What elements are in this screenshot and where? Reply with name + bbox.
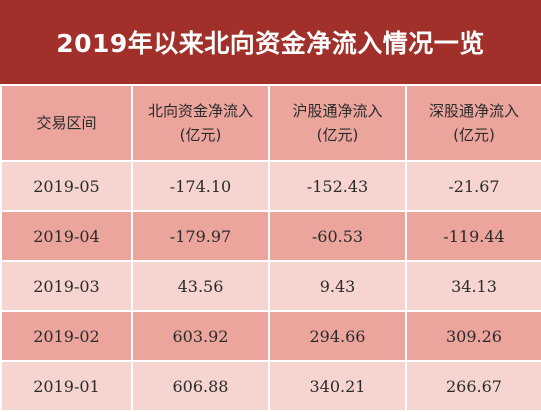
header-shanghai-connect: 沪股通净流入 (亿元)	[268, 84, 407, 162]
header-northbound: 北向资金净流入 (亿元)	[131, 84, 270, 162]
cell-northbound: -179.97	[131, 210, 270, 262]
cell-northbound: -174.10	[131, 160, 270, 212]
table-header-row: 交易区间 北向资金净流入 (亿元) 沪股通净流入 (亿元) 深股通净流入 (亿元)	[0, 84, 541, 162]
cell-shanghai: -152.43	[268, 160, 407, 212]
data-table: 交易区间 北向资金净流入 (亿元) 沪股通净流入 (亿元) 深股通净流入 (亿元) 2…	[0, 84, 541, 412]
header-shenzhen-connect: 深股通净流入 (亿元)	[405, 84, 541, 162]
cell-period: 2019-04	[0, 210, 133, 262]
cell-shanghai: 9.43	[268, 260, 407, 312]
cell-shenzhen: 34.13	[405, 260, 541, 312]
cell-shenzhen: -119.44	[405, 210, 541, 262]
table-row: 2019-04 -179.97 -60.53 -119.44	[0, 210, 541, 262]
cell-shenzhen: 309.26	[405, 310, 541, 362]
cell-northbound: 606.88	[131, 360, 270, 412]
cell-period: 2019-02	[0, 310, 133, 362]
cell-period: 2019-05	[0, 160, 133, 212]
cell-shanghai: 294.66	[268, 310, 407, 362]
header-period: 交易区间	[0, 84, 133, 162]
cell-northbound: 603.92	[131, 310, 270, 362]
page-title: 2019年以来北向资金净流入情况一览	[0, 0, 541, 84]
cell-shanghai: -60.53	[268, 210, 407, 262]
cell-period: 2019-01	[0, 360, 133, 412]
table-row: 2019-01 606.88 340.21 266.67	[0, 360, 541, 412]
cell-shanghai: 340.21	[268, 360, 407, 412]
table-row: 2019-05 -174.10 -152.43 -21.67	[0, 160, 541, 212]
table-row: 2019-03 43.56 9.43 34.13	[0, 260, 541, 312]
table-row: 2019-02 603.92 294.66 309.26	[0, 310, 541, 362]
cell-shenzhen: 266.67	[405, 360, 541, 412]
cell-northbound: 43.56	[131, 260, 270, 312]
cell-period: 2019-03	[0, 260, 133, 312]
cell-shenzhen: -21.67	[405, 160, 541, 212]
